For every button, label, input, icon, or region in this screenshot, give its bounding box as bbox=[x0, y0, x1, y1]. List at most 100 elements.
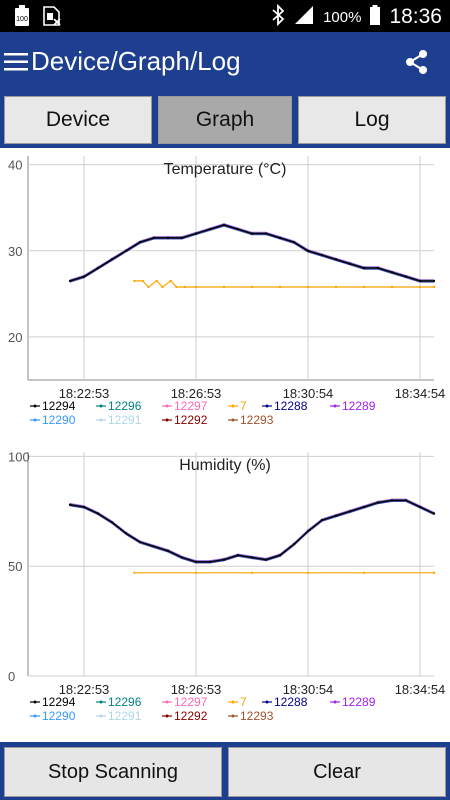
tab-device[interactable]: Device bbox=[4, 96, 152, 144]
chart-1-data-point-7 bbox=[222, 285, 226, 289]
chart-2-xtick-label: 18:30:54 bbox=[283, 682, 334, 697]
chart-1-xtick-label: 18:22:53 bbox=[59, 386, 110, 401]
menu-icon[interactable] bbox=[4, 50, 28, 74]
chart-2-legend-swatch-dot bbox=[33, 714, 37, 718]
chart-1-xtick-label: 18:26:53 bbox=[171, 386, 222, 401]
chart-2-legend-label: 12290 bbox=[42, 709, 76, 723]
chart-2-data-point-12294 bbox=[432, 512, 436, 515]
chart-1-data-point-7 bbox=[147, 285, 150, 289]
chart-1-data-point-7 bbox=[278, 285, 282, 289]
chart-2-ytick-label: 100 bbox=[8, 449, 30, 464]
chart-1-data-point-7 bbox=[155, 279, 158, 283]
chart-1-data-point-12294 bbox=[194, 232, 198, 235]
chart-1-xtick-label: 18:30:54 bbox=[283, 386, 334, 401]
chart-2-data-point-7 bbox=[306, 571, 310, 574]
chart-1-data-point-12294 bbox=[404, 275, 408, 278]
stop-scanning-button[interactable]: Stop Scanning bbox=[4, 747, 222, 797]
chart-2-data-point-12294 bbox=[362, 505, 366, 509]
chart-2-xtick-label: 18:34:54 bbox=[395, 682, 446, 697]
chart-1-legend-label: 7 bbox=[240, 399, 247, 413]
battery-label: 100 bbox=[16, 16, 28, 23]
chart-1-data-point-12294 bbox=[418, 279, 422, 283]
share-icon[interactable] bbox=[404, 49, 430, 75]
chart-2-data-point-12294 bbox=[250, 556, 254, 559]
system-icons: 100% 18:36 bbox=[271, 3, 442, 30]
chart-1-data-point-12294 bbox=[68, 279, 72, 283]
chart-1-data-point-12294 bbox=[278, 236, 282, 240]
chart-2-data-point-12294 bbox=[320, 518, 324, 522]
chart-2-xtick-label: 18:26:53 bbox=[171, 682, 222, 697]
chart-2-data-point-12294 bbox=[138, 540, 142, 544]
chart-2-legend-label: 12289 bbox=[342, 695, 376, 709]
chart-2-data-point-12294 bbox=[110, 521, 114, 524]
chart-2-data-point-7 bbox=[133, 571, 136, 574]
chart-1-legend-swatch-dot bbox=[33, 404, 37, 408]
chart-2-legend-swatch-dot bbox=[165, 714, 169, 718]
chart-2-data-point-7 bbox=[194, 571, 198, 574]
charts-canvas: 40 30 20 18:22:53 18:26:53 18:30:54 18:34:54 Te… bbox=[8, 156, 446, 723]
chart-2-data-point-7 bbox=[362, 571, 366, 574]
chart-1-legend-label: 12289 bbox=[342, 399, 376, 413]
chart-2-legend-swatch-dot bbox=[99, 700, 103, 704]
chart-2-data-point-12294 bbox=[418, 505, 422, 509]
chart-2-data-point-7 bbox=[432, 571, 436, 574]
chart-1-legend-swatch-dot bbox=[231, 404, 235, 408]
battery-icon bbox=[369, 4, 381, 30]
chart-2-ytick-label: 0 bbox=[8, 669, 15, 684]
chart-2-data-point-12294 bbox=[222, 558, 226, 561]
chart-2-group: 100 50 0 18:22:53 18:26:53 18:30:54 18:34:54 Hu… bbox=[8, 449, 445, 723]
chart-2-legend-label: 12293 bbox=[240, 709, 274, 723]
chart-2-legend-swatch-dot bbox=[33, 700, 37, 704]
clear-button[interactable]: Clear bbox=[228, 747, 446, 797]
chart-2-data-point-12294 bbox=[208, 560, 212, 564]
chart-2-series-line-overlay bbox=[69, 498, 435, 562]
tab-graph[interactable]: Graph bbox=[158, 96, 292, 144]
chart-2-data-point-12294 bbox=[194, 560, 198, 564]
chart-1-xtick-label: 18:34:54 bbox=[395, 386, 446, 401]
chart-1-data-point-12294 bbox=[152, 236, 156, 240]
chart-1-data-point-12294 bbox=[110, 258, 114, 261]
chart-2-data-point-12294 bbox=[390, 499, 394, 502]
clock: 18:36 bbox=[389, 5, 442, 28]
chart-2-legend-label: 12288 bbox=[274, 695, 308, 709]
chart-1-data-point-7 bbox=[250, 285, 254, 289]
chart-2-legend-label: 12294 bbox=[42, 695, 76, 709]
chart-1-ytick-label: 30 bbox=[8, 244, 22, 259]
chart-1-data-point-7 bbox=[432, 285, 436, 289]
chart-1-data-point-12294 bbox=[390, 271, 394, 274]
chart-1-data-point-12294 bbox=[236, 228, 240, 231]
app-bar: Device/Graph/Log bbox=[0, 32, 450, 92]
chart-2-data-point-12294 bbox=[124, 532, 128, 535]
chart-1-legend-label: 12288 bbox=[274, 399, 308, 413]
chart-1-data-point-7 bbox=[362, 285, 366, 289]
chart-1-legend-swatch-dot bbox=[165, 418, 169, 422]
chart-1-data-point-12294 bbox=[362, 266, 366, 270]
chart-2-data-point-12294 bbox=[264, 558, 268, 561]
chart-1-data-point-12294 bbox=[96, 266, 100, 270]
chart-2-legend-label: 12292 bbox=[174, 709, 208, 723]
chart-1-legend-swatch-dot bbox=[333, 404, 337, 408]
chart-1-data-point-7 bbox=[161, 285, 164, 289]
battery-percent: 100% bbox=[323, 8, 362, 26]
chart-1-title: Temperature (°C) bbox=[164, 161, 287, 178]
chart-2-legend-label: 7 bbox=[240, 695, 247, 709]
chart-1-legend-swatch-dot bbox=[33, 418, 37, 422]
bottom-bar: Stop Scanning Clear bbox=[0, 742, 450, 800]
chart-2-data-point-12294 bbox=[334, 514, 338, 517]
chart-2-data-point-12294 bbox=[236, 554, 240, 557]
chart-1-series-line-overlay bbox=[69, 223, 434, 281]
chart-1-ytick-label: 40 bbox=[8, 158, 22, 173]
chart-1-legend-label: 12294 bbox=[42, 399, 76, 413]
chart-1-legend-swatch-dot bbox=[165, 404, 169, 408]
chart-2-data-point-12294 bbox=[292, 543, 296, 546]
chart-1-data-point-12294 bbox=[208, 228, 212, 231]
chart-1-legend-swatch-dot bbox=[99, 418, 103, 422]
chart-2-data-point-12294 bbox=[306, 529, 310, 533]
chart-1-data-point-7 bbox=[418, 285, 422, 289]
chart-1-ytick-label: 20 bbox=[8, 330, 22, 345]
chart-1-data-point-12294 bbox=[264, 232, 268, 235]
chart-1-data-point-7 bbox=[175, 285, 178, 289]
chart-2-legend-swatch-dot bbox=[231, 700, 235, 704]
tab-log[interactable]: Log bbox=[298, 96, 446, 144]
chart-1-data-point-12294 bbox=[222, 223, 226, 227]
